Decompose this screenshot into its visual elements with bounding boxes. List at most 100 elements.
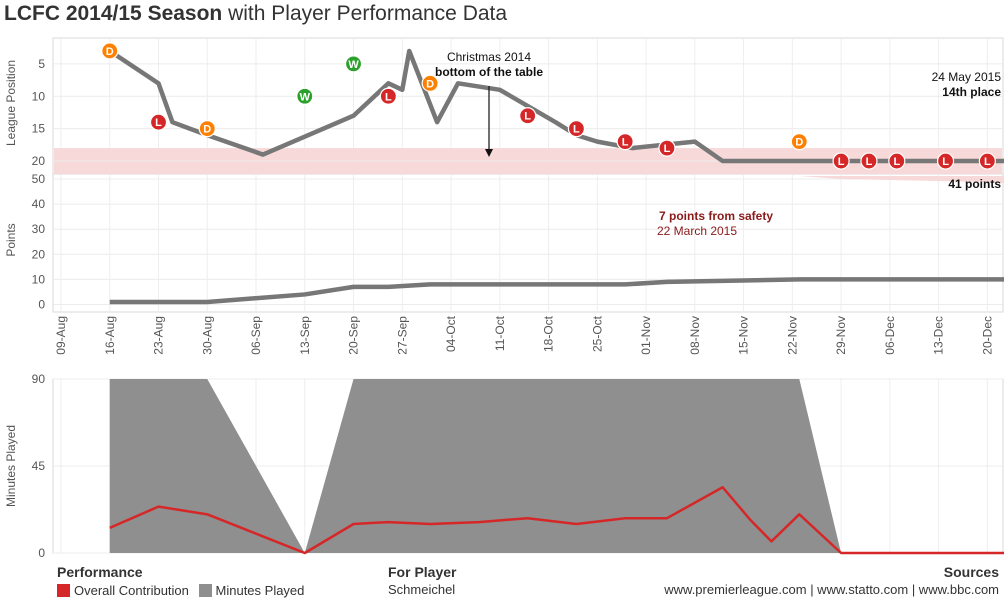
result-marker — [790, 133, 808, 151]
x-tick-label: 06-Dec — [883, 316, 897, 355]
x-tick-label: 09-Aug — [54, 316, 68, 355]
page-title: LCFC 2014/15 Season with Player Performa… — [4, 2, 507, 26]
result-marker-label: L — [984, 156, 991, 168]
result-marker-label: L — [838, 156, 845, 168]
tick-label-minutes: 45 — [32, 459, 46, 473]
result-marker-label: L — [155, 117, 162, 129]
x-tick-label: 01-Nov — [639, 316, 653, 355]
overall-contribution-line — [109, 486, 1004, 555]
tick-label-points: 30 — [32, 222, 46, 236]
result-marker — [832, 152, 850, 170]
result-marker-label: L — [622, 137, 629, 149]
result-marker — [860, 152, 878, 170]
result-marker-label: D — [106, 46, 114, 58]
minutes-played-area — [109, 379, 1004, 553]
legend: Performance Overall Contribution Minutes… — [57, 564, 304, 598]
result-marker — [198, 120, 216, 138]
x-tick-label: 20-Sep — [347, 316, 361, 355]
legend-label-contribution: Overall Contribution — [74, 583, 189, 598]
tick-label-position: 10 — [32, 89, 46, 103]
result-marker-label: L — [524, 111, 531, 123]
x-tick-label: 06-Sep — [249, 316, 263, 355]
sources-text[interactable]: www.premierleague.com | www.statto.com |… — [664, 582, 999, 597]
annotation-christmas-title: Christmas 2014 — [447, 50, 531, 64]
annotation-safety-title: 7 points from safety — [659, 209, 773, 223]
result-marker — [149, 113, 168, 131]
tick-label-points: 20 — [32, 247, 46, 261]
tick-label-minutes: 90 — [32, 372, 46, 386]
axis-label-minutes: Minutes Played — [4, 425, 18, 507]
result-marker — [978, 152, 996, 170]
points-from-safety-band — [109, 176, 1004, 184]
axis-label-points: Points — [4, 223, 18, 256]
result-marker — [519, 107, 537, 125]
result-marker-label: D — [203, 124, 211, 136]
result-marker-label: D — [795, 137, 803, 149]
title-rest: with Player Performance Data — [222, 2, 508, 25]
result-marker — [616, 133, 634, 151]
x-tick-label: 23-Aug — [152, 316, 166, 355]
annotation-final-place: 14th place — [942, 85, 1001, 99]
result-marker-label: D — [426, 78, 434, 90]
player-name[interactable]: Schmeichel — [388, 582, 456, 597]
legend-swatch-contribution — [57, 584, 70, 597]
legend-title: Performance — [57, 564, 143, 580]
points-panel-frame — [52, 173, 1004, 313]
title-bold: LCFC 2014/15 Season — [4, 2, 223, 25]
result-marker — [296, 87, 314, 105]
result-marker — [567, 120, 586, 138]
result-marker — [101, 42, 119, 60]
tick-label-minutes: 0 — [38, 546, 45, 560]
result-marker-label: W — [300, 91, 311, 103]
annotation-christmas-subtitle: bottom of the table — [435, 65, 543, 79]
x-tick-label: 27-Sep — [395, 316, 409, 355]
points-line — [109, 277, 1004, 305]
result-marker — [658, 139, 676, 157]
annotation-final-points: 41 points — [948, 177, 1001, 191]
x-tick-label: 04-Oct — [444, 315, 458, 352]
result-marker-label: L — [385, 91, 392, 103]
tick-label-position: 5 — [38, 57, 45, 71]
result-marker-label: L — [866, 156, 873, 168]
tick-label-position: 15 — [32, 122, 46, 136]
x-tick-label: 20-Dec — [980, 316, 994, 355]
x-tick-label: 11-Oct — [493, 315, 507, 351]
player-filter-title: For Player — [388, 564, 457, 580]
x-tick-label: 08-Nov — [688, 316, 702, 355]
result-marker-label: L — [942, 156, 949, 168]
result-marker — [421, 74, 439, 92]
result-marker-label: L — [664, 143, 671, 155]
x-tick-label: 15-Nov — [737, 316, 751, 355]
x-tick-label: 16-Aug — [103, 316, 117, 355]
position-line — [108, 48, 1004, 164]
tick-label-points: 10 — [32, 272, 46, 286]
annotation-safety-date: 22 March 2015 — [657, 224, 737, 238]
tick-label-points: 50 — [32, 172, 46, 186]
player-filter[interactable]: For Player Schmeichel — [388, 564, 456, 597]
x-tick-label: 13-Dec — [932, 316, 946, 355]
annotation-final-date: 24 May 2015 — [932, 70, 1002, 84]
tick-label-points: 40 — [32, 197, 46, 211]
legend-label-minutes: Minutes Played — [215, 583, 305, 598]
result-marker — [888, 152, 906, 170]
x-tick-label: 29-Nov — [834, 316, 848, 355]
sources: Sources www.premierleague.com | www.stat… — [664, 564, 999, 597]
sources-title: Sources — [943, 564, 999, 580]
result-marker-label: L — [573, 124, 580, 136]
tick-label-points: 0 — [38, 297, 45, 311]
result-marker-label: L — [893, 156, 900, 168]
result-marker — [379, 87, 397, 105]
x-tick-label: 22-Nov — [785, 316, 799, 355]
result-marker — [936, 152, 955, 170]
x-tick-label: 30-Aug — [200, 316, 214, 355]
x-tick-label: 18-Oct — [542, 315, 556, 352]
x-tick-label: 13-Sep — [298, 316, 312, 355]
result-marker — [344, 55, 363, 73]
legend-swatch-minutes — [198, 584, 212, 597]
result-marker-label: W — [348, 59, 359, 71]
x-tick-label: 25-Oct — [590, 315, 604, 352]
annotation-christmas-arrowhead — [485, 149, 493, 157]
axis-label-position: League Position — [4, 60, 18, 146]
tick-label-position: 20 — [32, 154, 46, 168]
